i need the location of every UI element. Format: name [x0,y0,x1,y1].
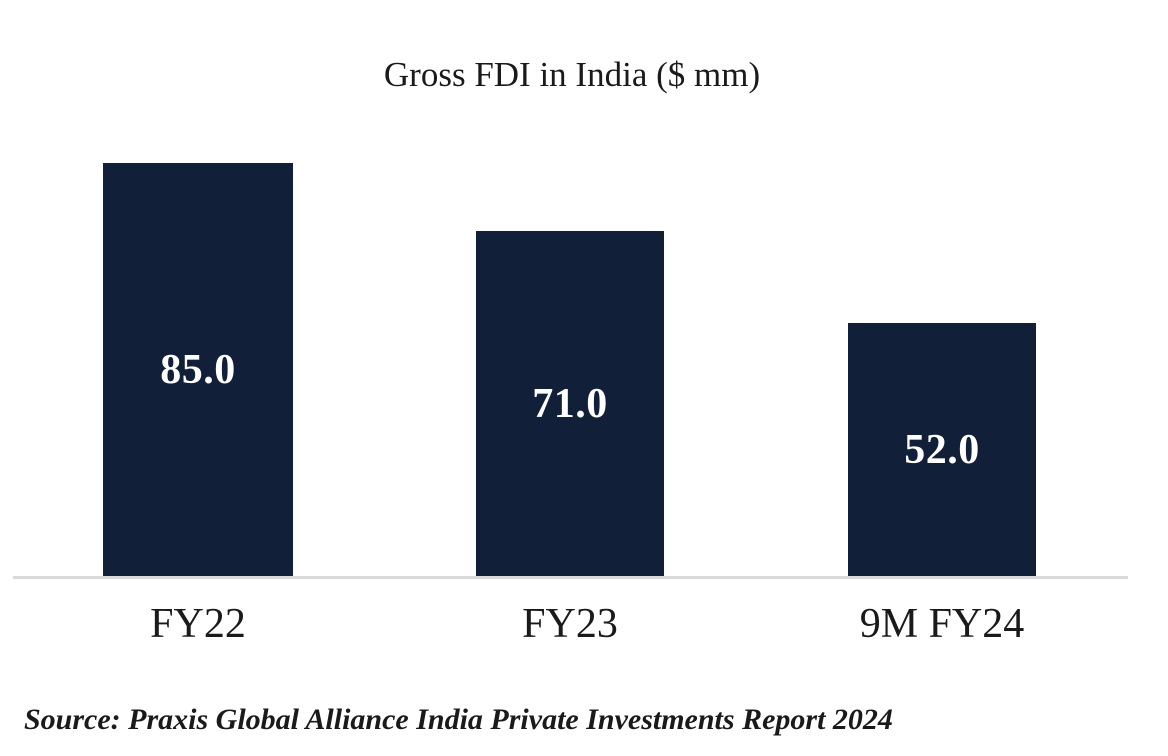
bar-fy23: 71.0 [476,231,664,576]
bar-value-label-fy22: 85.0 [160,346,236,393]
bar-value-label-fy23: 71.0 [532,380,608,427]
plot-area: 85.0 71.0 52.0 [13,163,1128,579]
bar-9m-fy24: 52.0 [848,323,1036,576]
x-axis-line [13,576,1128,579]
bar-value-label-9m-fy24: 52.0 [904,426,980,473]
x-axis-label-9m-fy24: 9M FY24 [859,601,1025,647]
source-note: Source: Praxis Global Alliance India Pri… [24,703,893,736]
x-axis-label-fy23: FY23 [522,601,618,647]
x-axis-label-fy22: FY22 [150,601,246,647]
chart-title: Gross FDI in India ($ mm) [383,55,761,94]
bar-fy22: 85.0 [103,163,293,576]
